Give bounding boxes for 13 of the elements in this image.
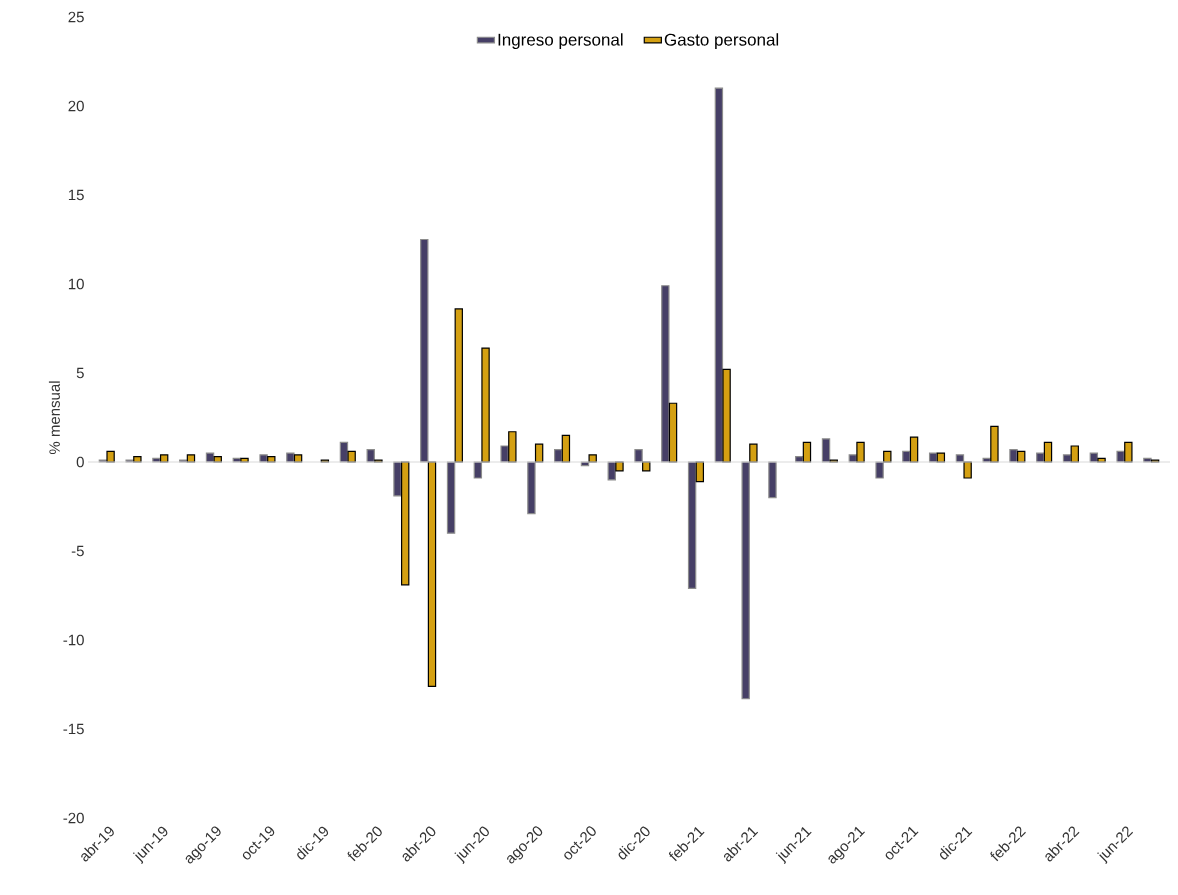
y-tick-label: -10	[63, 634, 84, 646]
y-tick-label: 0	[76, 456, 84, 468]
y-tick-label: 10	[68, 278, 84, 290]
y-tick-label: -15	[63, 723, 84, 735]
legend-label: Gasto personal	[664, 33, 779, 50]
y-tick-label: 5	[76, 367, 84, 379]
y-tick-label: 25	[68, 11, 84, 23]
y-tick-label: 20	[68, 100, 84, 112]
y-axis-title: % mensual	[48, 381, 60, 455]
y-tick-label: -5	[71, 545, 84, 557]
y-tick-label: -20	[63, 812, 84, 824]
y-tick-label: 15	[68, 189, 84, 201]
legend-label: Ingreso personal	[498, 33, 623, 50]
